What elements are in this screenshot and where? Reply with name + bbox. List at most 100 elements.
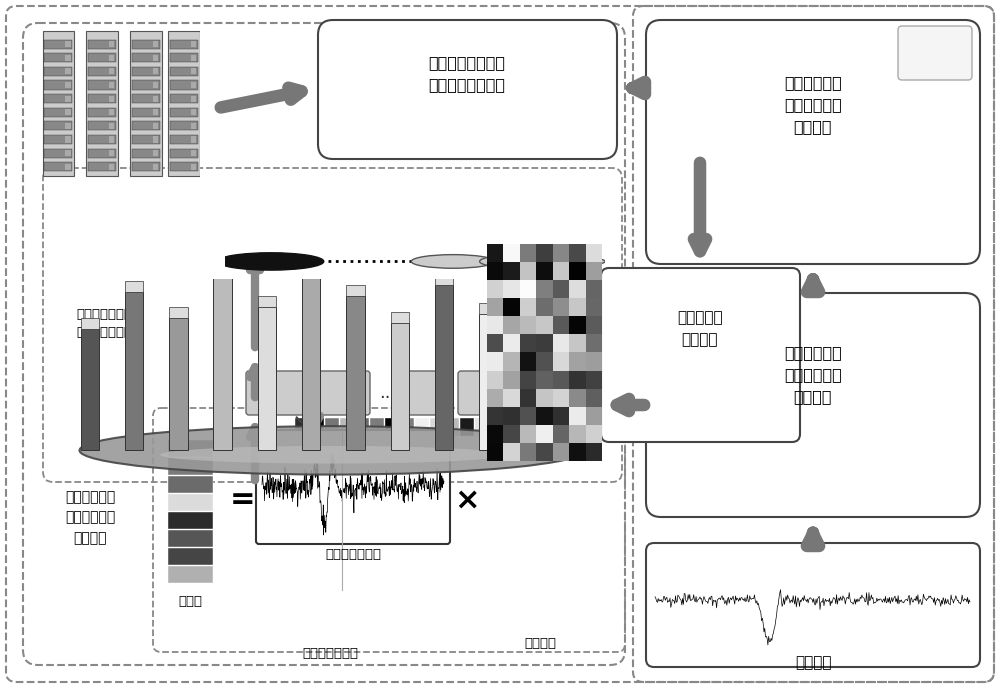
Bar [168, 476, 213, 493]
Bar [88, 149, 116, 158]
Bar [170, 80, 198, 89]
Bar [132, 135, 160, 144]
Bar [479, 314, 498, 451]
Bar [109, 164, 114, 170]
Bar [168, 458, 213, 475]
FancyBboxPatch shape [646, 20, 980, 264]
Bar [153, 164, 158, 170]
Bar [44, 80, 72, 89]
Bar [65, 55, 70, 61]
Text: 测量値: 测量値 [178, 595, 202, 608]
Bar [170, 121, 198, 131]
Bar [125, 281, 143, 292]
Bar [153, 55, 158, 61]
Bar [86, 30, 118, 176]
Bar [88, 121, 116, 131]
Bar [109, 82, 114, 88]
Bar [391, 312, 409, 323]
Bar [88, 162, 116, 171]
Text: 测量矩阵: 测量矩阵 [524, 637, 556, 650]
Text: 基于压缩采样
的微地震信号
检测技术: 基于压缩采样 的微地震信号 检测技术 [65, 490, 115, 545]
Bar [170, 162, 198, 171]
Bar [65, 68, 70, 74]
Bar [213, 264, 232, 275]
Bar [65, 109, 70, 116]
Bar [435, 275, 453, 286]
Bar [132, 121, 160, 131]
Bar [346, 286, 365, 297]
Bar [65, 123, 70, 129]
Bar [88, 135, 116, 144]
Bar [169, 308, 188, 319]
Bar [153, 96, 158, 102]
Bar [170, 53, 198, 63]
Bar [132, 108, 160, 117]
Bar [340, 418, 354, 436]
Bar [170, 67, 198, 76]
Bar [302, 252, 320, 264]
Bar [109, 55, 114, 61]
Bar [391, 323, 409, 451]
Text: 基于机器学习
的微地震信号
检测方法: 基于机器学习 的微地震信号 检测方法 [784, 345, 842, 405]
Bar [130, 30, 162, 176]
Bar [258, 297, 276, 308]
Bar [153, 150, 158, 156]
Bar [88, 40, 116, 49]
Bar [132, 53, 160, 63]
Bar [44, 53, 72, 63]
Bar [88, 53, 116, 63]
Bar [213, 275, 232, 451]
Bar [168, 566, 213, 583]
Bar [168, 30, 200, 176]
FancyBboxPatch shape [246, 371, 305, 415]
FancyBboxPatch shape [898, 26, 972, 80]
Bar [88, 108, 116, 117]
FancyBboxPatch shape [256, 430, 450, 544]
Bar [191, 96, 196, 102]
Text: 原始微地震数据: 原始微地震数据 [325, 548, 381, 561]
Bar [479, 303, 498, 314]
Text: 基于机器学习的微
地震信号检测模型: 基于机器学习的微 地震信号检测模型 [76, 308, 140, 339]
FancyBboxPatch shape [311, 371, 370, 415]
Bar [44, 149, 72, 158]
Bar [109, 123, 114, 129]
Bar [191, 109, 196, 116]
Ellipse shape [80, 426, 586, 475]
Bar [475, 418, 489, 436]
Text: 基于奇异値分
解的聚类字典
学习方法: 基于奇异値分 解的聚类字典 学习方法 [784, 75, 842, 134]
Bar [65, 96, 70, 102]
Bar [191, 123, 196, 129]
FancyBboxPatch shape [646, 293, 980, 517]
Bar [310, 418, 324, 436]
FancyBboxPatch shape [398, 371, 452, 415]
Bar [191, 55, 196, 61]
Circle shape [217, 252, 324, 270]
FancyBboxPatch shape [646, 543, 980, 667]
Text: 微地震信号压缩采
样的数据重构方法: 微地震信号压缩采 样的数据重构方法 [428, 55, 506, 92]
Bar [153, 41, 158, 47]
Bar [355, 418, 369, 436]
Bar [81, 330, 99, 451]
Bar [44, 162, 72, 171]
Bar [325, 418, 339, 436]
Circle shape [552, 257, 605, 266]
Bar [132, 80, 160, 89]
Bar [109, 150, 114, 156]
Bar [44, 108, 72, 117]
Bar [132, 40, 160, 49]
Bar [44, 135, 72, 144]
Bar [169, 319, 188, 451]
Bar [170, 135, 198, 144]
Bar [302, 264, 320, 451]
Bar [109, 96, 114, 102]
Bar [132, 149, 160, 158]
Bar [191, 82, 196, 88]
Bar [132, 67, 160, 76]
Bar [523, 341, 542, 451]
Bar [445, 418, 459, 436]
Text: 时间域压缩采样: 时间域压缩采样 [302, 647, 358, 660]
Bar [65, 164, 70, 170]
Bar [65, 150, 70, 156]
Bar [88, 94, 116, 103]
Bar [168, 530, 213, 547]
